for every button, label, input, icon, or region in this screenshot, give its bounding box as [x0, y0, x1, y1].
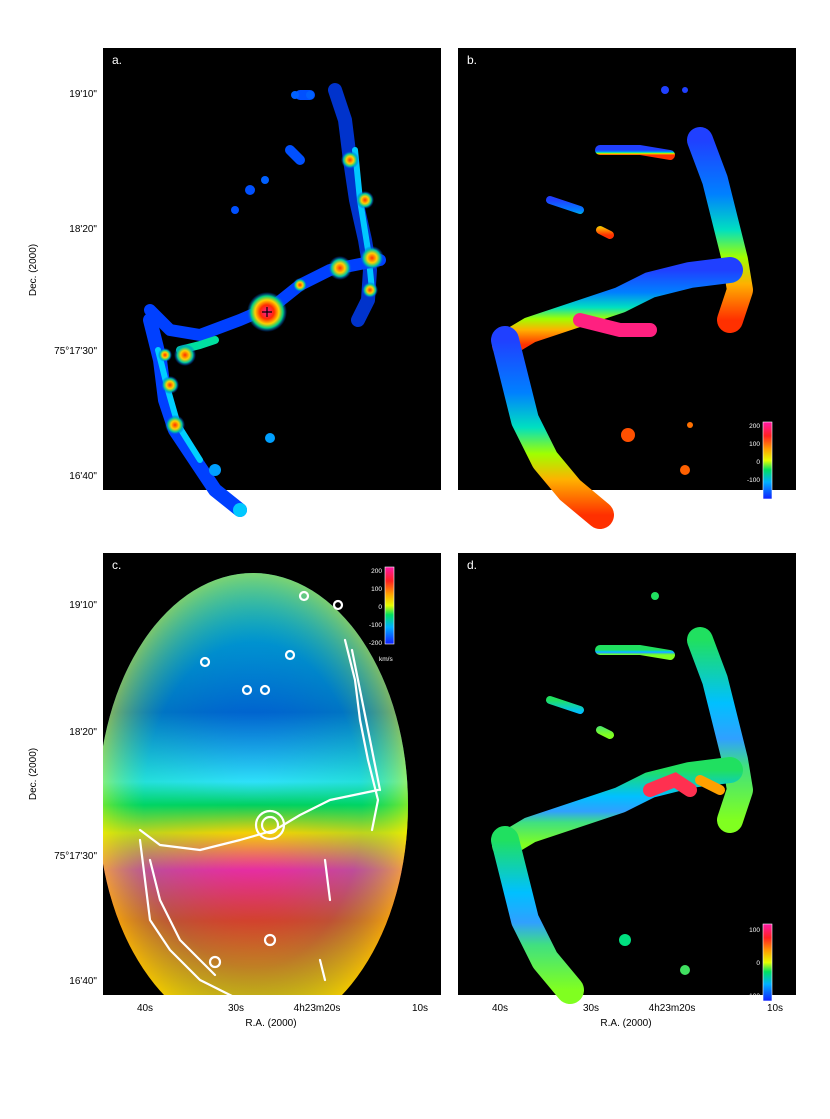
colorbar-b-tick: 200 [749, 423, 760, 430]
colorbar-b-unit: km/s [757, 511, 771, 518]
colorbar-d-tick: -100 [747, 993, 760, 1000]
dec-tick: 16'40" [69, 976, 97, 987]
colorbar-d-unit: km/s [757, 1011, 771, 1018]
panel-c-label: c. [112, 558, 121, 572]
colorbar-c-tick: 200 [371, 568, 382, 575]
panel-d-label: d. [467, 558, 477, 572]
ra-tick: 4h23m20s [649, 1003, 696, 1014]
dec-axis-title-top: Dec. (2000) [28, 244, 39, 296]
dec-tick: 75°17'30" [54, 851, 97, 862]
residual-velocity-map [491, 627, 753, 1004]
dec-tick: 18'20" [69, 224, 97, 235]
colorbar-c: 200 100 0 -100 -200 km/s [369, 566, 395, 663]
panel-c: 200 100 0 -100 -200 km/s c. [103, 553, 441, 1002]
colorbar-d-tick: 0 [756, 960, 760, 967]
dec-tick: 18'20" [69, 727, 97, 738]
colorbar-b: 200 100 0 -100 -200 km/s [747, 421, 773, 518]
colorbar-c-tick: 100 [371, 586, 382, 593]
dec-tick: 19'10" [69, 89, 97, 100]
ra-ticks-left: 40s 30s 4h23m20s 10s [137, 1003, 428, 1014]
ra-axis-title-right: R.A. (2000) [600, 1018, 651, 1029]
colorbar-b-tick: -200 [747, 495, 760, 502]
panel-b: 200 100 0 -100 -200 km/s b. [458, 48, 796, 529]
colorbar-c-tick: 0 [378, 604, 382, 611]
ra-tick: 40s [137, 1003, 153, 1014]
velocity-field-map [491, 127, 753, 529]
panel-d: 100 0 -100 km/s d. [458, 553, 796, 1018]
colorbar-c-unit: km/s [379, 656, 393, 663]
ra-tick: 10s [767, 1003, 783, 1014]
colorbar-b-tick: 0 [756, 459, 760, 466]
ra-tick: 10s [412, 1003, 428, 1014]
colorbar-c-tick: -100 [369, 622, 382, 629]
panel-a-label: a. [112, 53, 122, 67]
intensity-contours [138, 590, 382, 1002]
panel-b-label: b. [467, 53, 477, 67]
dec-tick: 19'10" [69, 600, 97, 611]
panel-a-frame [103, 48, 441, 490]
dec-ticks-top: 19'10" 18'20" 75°17'30" 16'40" [54, 89, 97, 482]
dec-tick: 16'40" [69, 471, 97, 482]
colorbar-b-tick: 100 [749, 441, 760, 448]
dec-tick: 75°17'30" [54, 346, 97, 357]
dec-ticks-bottom: 19'10" 18'20" 75°17'30" 16'40" [54, 600, 97, 987]
ra-axis-title-left: R.A. (2000) [245, 1018, 296, 1029]
colorbar-d-tick: 100 [749, 927, 760, 934]
colorbar-d: 100 0 -100 km/s [747, 923, 773, 1018]
ra-tick: 30s [583, 1003, 599, 1014]
ra-ticks-right: 40s 30s 4h23m20s 10s [492, 1003, 783, 1014]
colorbar-b-tick: -100 [747, 477, 760, 484]
dec-axis-title-bottom: Dec. (2000) [28, 748, 39, 800]
ra-tick: 40s [492, 1003, 508, 1014]
colorbar-c-tick: -200 [369, 640, 382, 647]
panel-a: a. [103, 48, 441, 517]
ra-tick: 30s [228, 1003, 244, 1014]
ra-tick: 4h23m20s [294, 1003, 341, 1014]
